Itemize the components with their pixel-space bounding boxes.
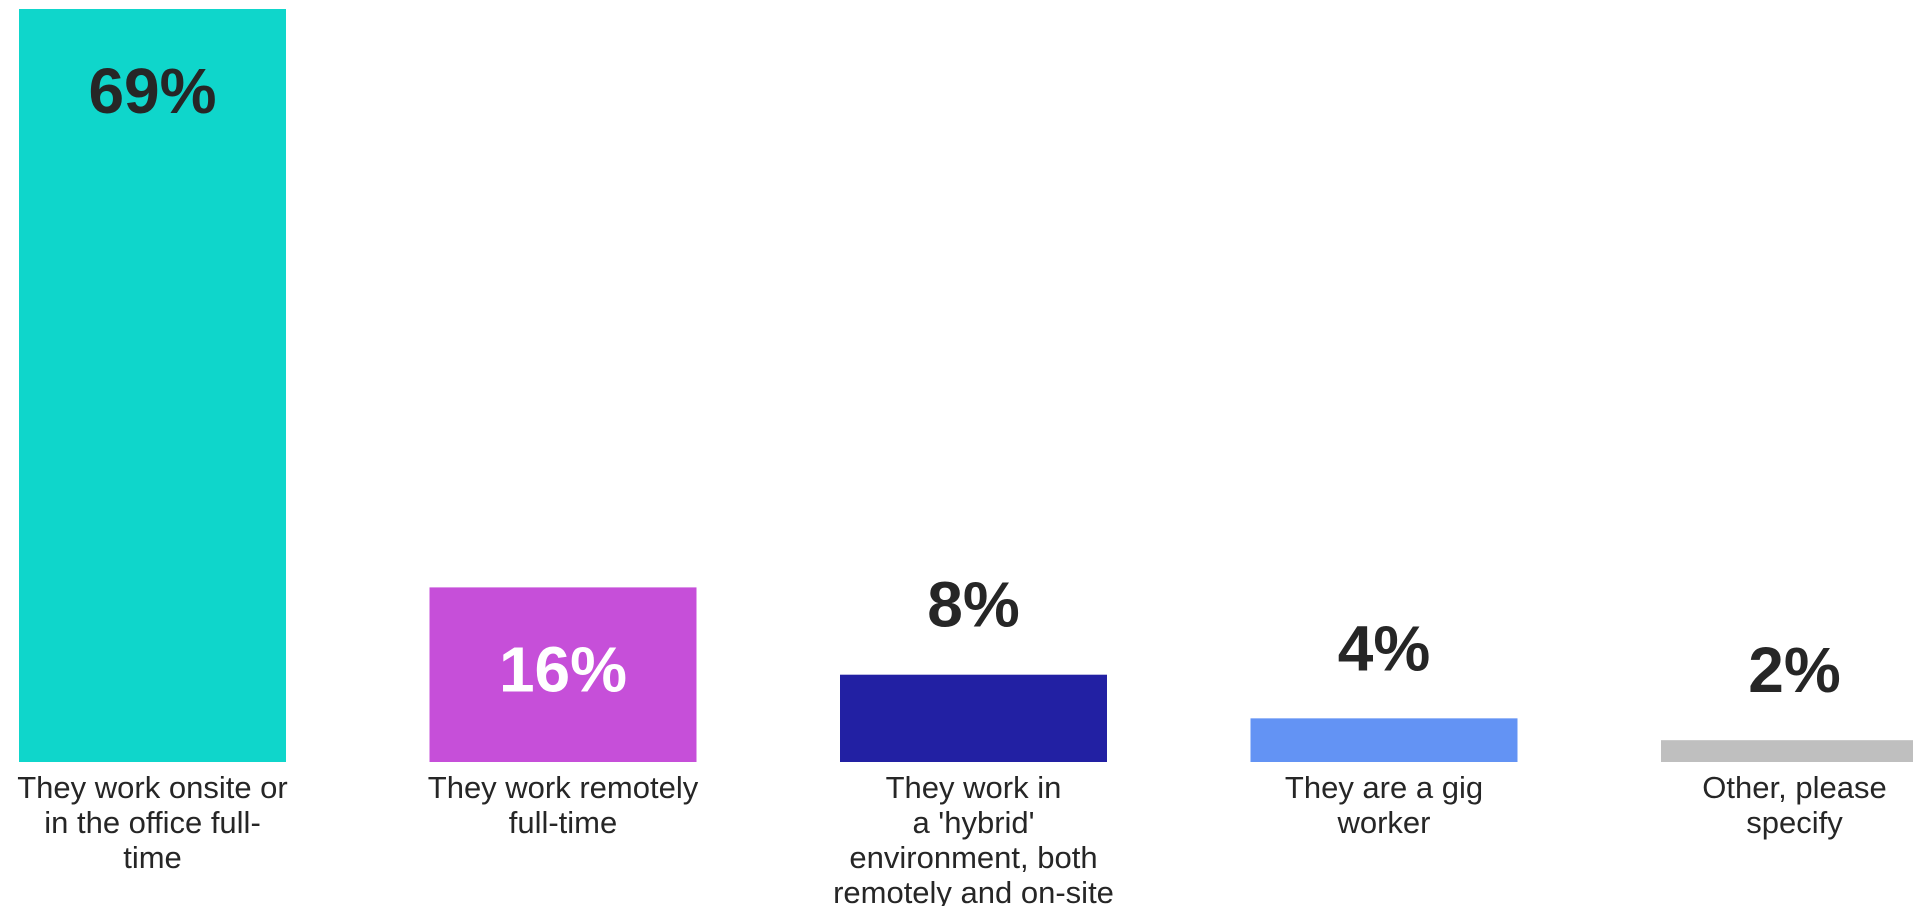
bar-3 [840,674,1107,762]
category-label-5-line-1: Other, please [1702,770,1886,805]
category-label-4-line-1: They are a gig [1285,770,1483,805]
value-label-3: 8% [927,569,1020,641]
category-label-3-line-4: remotely and on-site [833,875,1114,906]
bar-2 [429,587,697,762]
category-label-3-line-1: They work in [886,770,1062,805]
category-label-3-line-2: a 'hybrid' [912,805,1034,840]
category-label-3-line-3: environment, both [849,840,1097,875]
category-label-5-line-2: specify [1746,805,1843,840]
bars-group [19,9,1913,762]
bar-5 [1661,740,1913,762]
category-label-2-line-1: They work remotely [428,770,699,805]
category-label-1-line-1: They work onsite or [17,770,288,805]
value-label-2: 16% [499,633,627,705]
category-label-1-line-3: time [123,840,182,875]
category-label-2-line-2: full-time [509,805,618,840]
value-labels-group: 69% 16% 8% 4% 2% [88,55,1840,706]
value-label-5: 2% [1748,634,1841,706]
bar-4 [1250,718,1518,762]
category-label-1-line-2: in the office full- [44,805,261,840]
value-label-4: 4% [1338,612,1431,684]
category-label-4-line-2: worker [1336,805,1430,840]
bar-1 [19,9,286,762]
value-label-1: 69% [88,55,216,127]
